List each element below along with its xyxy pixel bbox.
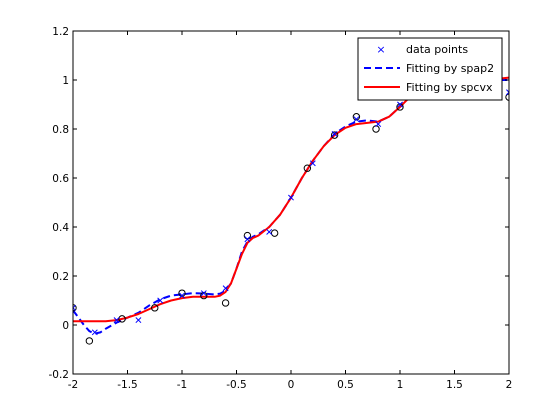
x-tick-label: -1.5 (117, 379, 138, 391)
legend-label: data points (406, 43, 468, 56)
data-point-x (200, 290, 207, 297)
data-point-circle (200, 291, 208, 300)
x-tick-label: 1.5 (446, 379, 463, 391)
data-point-x (113, 317, 120, 324)
y-tick-label: 0 (62, 320, 69, 332)
data-point-x (331, 130, 338, 137)
legend-label: Fitting by spap2 (406, 62, 494, 75)
data-point-x (157, 297, 164, 304)
x-tick-label: 1 (397, 379, 404, 391)
x-tick-label: -2 (68, 379, 78, 391)
data-point-x (91, 329, 98, 336)
data-point-circle (178, 289, 186, 297)
data-point-circle (221, 299, 230, 307)
y-tick-label: 1.2 (52, 26, 69, 38)
y-tick-label: 0.8 (52, 124, 69, 136)
legend-entry-spap2: Fitting by spap2 (364, 62, 494, 75)
legend-label: Fitting by spcvx (406, 81, 493, 94)
data-point-circle (118, 315, 126, 323)
legend-entry-spcvx: Fitting by spcvx (364, 81, 493, 94)
data-point-circle (270, 229, 279, 237)
y-tick-label: 0.4 (52, 222, 69, 234)
data-point-circle (151, 304, 159, 312)
data-point-circle (396, 103, 404, 111)
data-point-x (288, 194, 294, 201)
data-point-circle (352, 113, 361, 121)
data-point-circle (303, 164, 312, 172)
y-tick-label: 0.6 (52, 173, 69, 185)
data-point-x (244, 236, 251, 243)
x-tick-label: 0.5 (337, 379, 354, 391)
ticks-layer: -2 -1.5 -1 -0.5 0 0.5 1 1.5 2 -0.2 0 0.2 0.4 0.6 0.8 1 1… (49, 26, 513, 391)
x-tick-label: -0.5 (226, 379, 247, 391)
data-point-x (353, 116, 360, 123)
data-point-x (266, 228, 273, 235)
data-point-x (397, 101, 403, 108)
x-tick-label: 0 (288, 379, 295, 391)
legend: × data points Fitting by spap2 Fitting b… (357, 37, 503, 101)
y-tick-label: 1 (62, 75, 69, 87)
data-point-circle (85, 337, 94, 345)
data-point-x (73, 304, 76, 311)
x-tick-label: -1 (177, 379, 187, 391)
data-point-circle (330, 131, 339, 139)
data-point-x (309, 160, 316, 167)
data-point-x (506, 89, 509, 96)
legend-marker-x: × (376, 43, 385, 56)
data-point-x (135, 317, 142, 324)
data-point-x (179, 292, 185, 299)
y-tick-label: 0.2 (52, 271, 69, 283)
y-tick-label: -0.2 (49, 369, 70, 381)
x-tick-label: 2 (506, 379, 513, 391)
data-point-x (375, 121, 382, 128)
data-point-x (222, 285, 229, 292)
legend-entry-data-points: × data points (376, 43, 468, 56)
